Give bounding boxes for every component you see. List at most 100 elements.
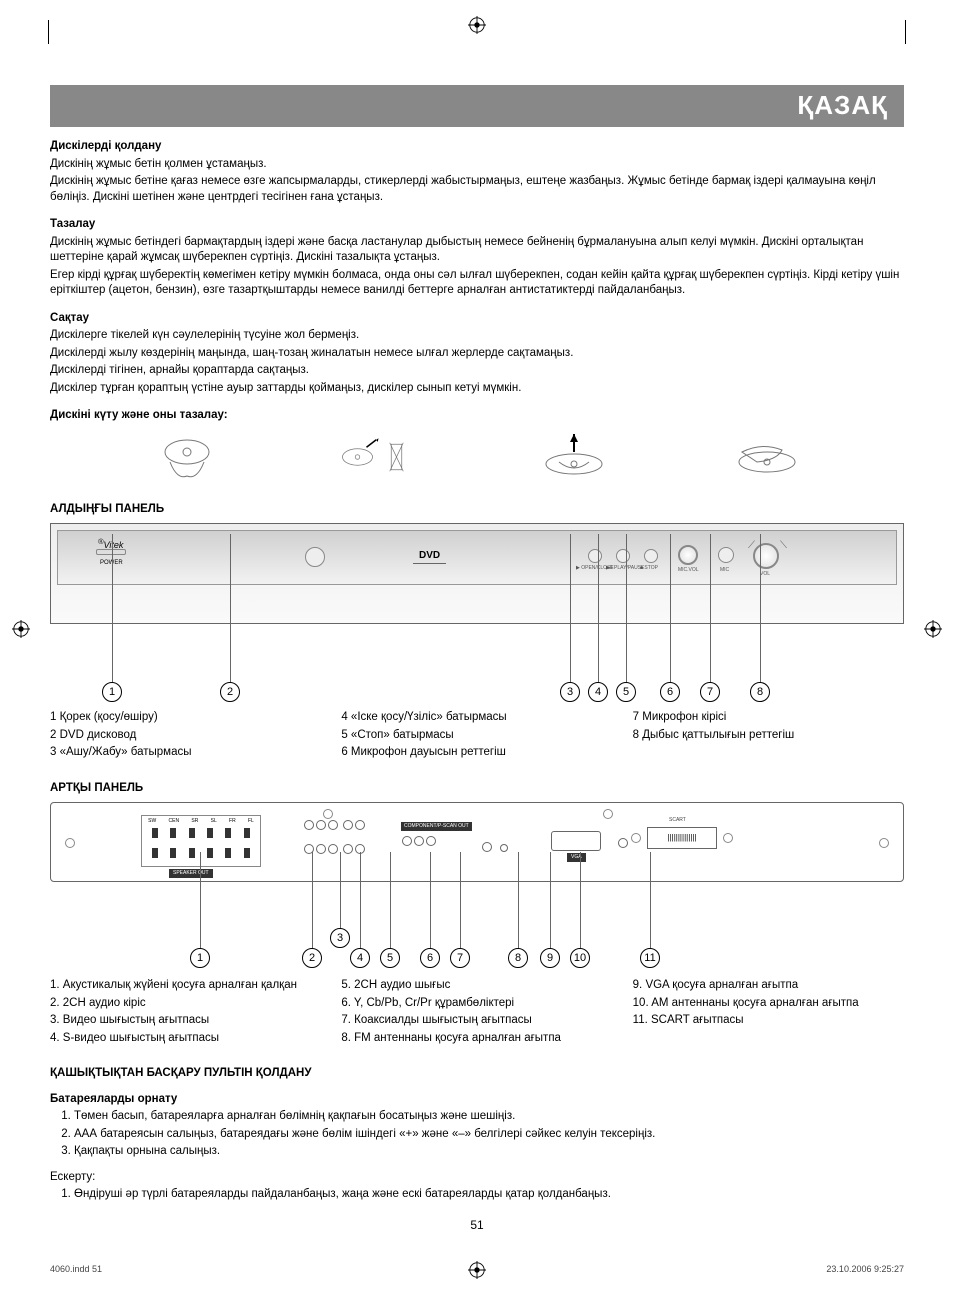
vga-port-icon bbox=[551, 831, 601, 851]
list-item: Қақпақты орнына салыңыз. bbox=[74, 1144, 904, 1160]
screw-icon bbox=[323, 809, 333, 819]
vol-label: VOL bbox=[760, 571, 770, 578]
battery-title: Батареяларды орнату bbox=[50, 1092, 904, 1108]
legend-item: 4. S-видео шығыстың ағытпасы bbox=[50, 1031, 321, 1047]
stop-label: ■ STOP bbox=[640, 565, 658, 572]
vga-label: VGA bbox=[567, 853, 586, 862]
callout-number: 4 bbox=[350, 948, 370, 968]
component-jacks: COMPONENT/P-SCAN OUT bbox=[401, 817, 472, 852]
callout-number: 1 bbox=[190, 948, 210, 968]
vol-knob-icon bbox=[753, 543, 779, 569]
register-mark-icon bbox=[468, 16, 486, 34]
legend-item: 9. VGA қосуға арналған ағытпа bbox=[633, 978, 904, 994]
mic-vol-label: MIC.VOL bbox=[678, 567, 699, 574]
note-list: Өндіруші әр түрлі батареяларды пайдаланб… bbox=[50, 1187, 904, 1203]
callout-number: 1 bbox=[102, 682, 122, 702]
list-item: Өндіруші әр түрлі батареяларды пайдаланб… bbox=[74, 1187, 904, 1203]
rear-panel-title: АРТҚЫ ПАНЕЛЬ bbox=[50, 781, 904, 797]
body-text: Дискінің жұмыс бетін қолмен ұстамаңыз. bbox=[50, 157, 904, 173]
front-panel-legend: 1 Қорек (қосу/өшіру) 2 DVD дисковод 3 «А… bbox=[50, 710, 904, 763]
legend-item: 11. SCART ағытпасы bbox=[633, 1013, 904, 1029]
am-jack bbox=[617, 837, 629, 855]
list-item: Төмен басып, батареяларға арналған бөлім… bbox=[74, 1109, 904, 1125]
footer-timestamp: 23.10.2006 9:25:27 bbox=[826, 1263, 904, 1275]
callout-number: 8 bbox=[750, 682, 770, 702]
callout-number: 7 bbox=[450, 948, 470, 968]
body-text: Дискілер тұрған қораптың үстіне ауыр зат… bbox=[50, 381, 904, 397]
callout-number: 7 bbox=[700, 682, 720, 702]
legend-item: 8. FM антеннаны қосуға арналған ағытпа bbox=[341, 1031, 612, 1047]
list-item: ААА батареясын салыңыз, батареядағы және… bbox=[74, 1127, 904, 1143]
body-text: Егер кірді құрғақ шүберектің көмегімен к… bbox=[50, 268, 904, 299]
callout-number: 5 bbox=[616, 682, 636, 702]
legend-item: 5 «Стоп» батырмасы bbox=[341, 728, 612, 744]
eject-button-icon bbox=[305, 547, 325, 567]
legend-item: 7. Коаксиалды шығыстың ағытпасы bbox=[341, 1013, 612, 1029]
rear-panel-callouts: 1 2 3 4 5 6 7 8 9 10 11 bbox=[50, 882, 904, 972]
front-panel-figure: ®Vitek POWER DVD ▶ OPEN/CLOSE ▶II PLAY/P… bbox=[50, 523, 904, 624]
battery-steps: Төмен басып, батареяларға арналған бөлім… bbox=[50, 1109, 904, 1160]
language-label: ҚАЗАҚ bbox=[797, 88, 888, 123]
legend-item: 8 Дыбыс қаттылығын реттегіш bbox=[633, 728, 904, 744]
tick-icon: ⟍ bbox=[780, 539, 787, 553]
footer-file: 4060.indd 51 bbox=[50, 1263, 102, 1275]
register-mark-icon bbox=[468, 1261, 486, 1279]
callout-number: 9 bbox=[540, 948, 560, 968]
body-text: Дискілерге тікелей күн сәулелерінің түсу… bbox=[50, 328, 904, 344]
legend-item: 2. 2CH аудио кіріс bbox=[50, 996, 321, 1012]
legend-item: 3 «Ашу/Жабу» батырмасы bbox=[50, 745, 321, 761]
callout-number: 4 bbox=[588, 682, 608, 702]
remote-title: ҚАШЫҚТЫҚТАН БАСҚАРУ ПУЛЬТІН ҚОЛДАНУ bbox=[50, 1066, 904, 1082]
disc-care-illustrations bbox=[90, 432, 864, 482]
speaker-out-label: SPEAKER OUT bbox=[169, 869, 213, 878]
callout-number: 6 bbox=[420, 948, 440, 968]
callout-number: 2 bbox=[220, 682, 240, 702]
no-pencil-icon bbox=[335, 432, 425, 482]
stop-button-icon bbox=[644, 549, 658, 563]
speaker-terminal-block: SWCENSRSLFRFL bbox=[141, 815, 261, 867]
legend-item: 5. 2CH аудио шығыс bbox=[341, 978, 612, 994]
screw-icon bbox=[723, 833, 733, 843]
note-label: Ескерту: bbox=[50, 1170, 904, 1186]
legend-item: 2 DVD дисковод bbox=[50, 728, 321, 744]
body-text: Дискінің жұмыс бетіне қағаз немесе өзге … bbox=[50, 174, 904, 205]
screw-icon bbox=[603, 809, 613, 819]
scart-label: SCART bbox=[669, 817, 686, 824]
open-close-button-icon bbox=[588, 549, 602, 563]
legend-item: 1. Акустикалық жүйені қосуға арналған қа… bbox=[50, 978, 321, 994]
callout-number: 6 bbox=[660, 682, 680, 702]
discs-usage-title: Дискілерді қолдану bbox=[50, 139, 904, 155]
rear-panel-figure: SWCENSRSLFRFL SPEAKER OUT COMPONENT/P-SC… bbox=[50, 802, 904, 882]
register-mark-icon bbox=[924, 620, 942, 638]
language-header: ҚАЗАҚ bbox=[50, 85, 904, 127]
body-text: Дискілерді жылу көздерінің маңында, шаң-… bbox=[50, 346, 904, 362]
coax-fm-jacks bbox=[481, 841, 509, 859]
callout-number: 3 bbox=[330, 928, 350, 948]
mic-jack-icon bbox=[718, 547, 734, 563]
screw-icon bbox=[879, 838, 889, 848]
scart-port-icon: |||||||||||||| bbox=[647, 827, 717, 849]
callout-number: 3 bbox=[560, 682, 580, 702]
front-panel-title: АЛДЫҢҒЫ ПАНЕЛЬ bbox=[50, 502, 904, 518]
cleaning-title: Тазалау bbox=[50, 217, 904, 233]
legend-item: 10. AM антеннаны қосуға арналған ағытпа bbox=[633, 996, 904, 1012]
tick-icon: ⟋ bbox=[748, 539, 755, 553]
wipe-cloth-icon bbox=[722, 432, 812, 482]
callout-number: 10 bbox=[570, 948, 590, 968]
front-panel-callouts: 1 2 3 4 5 6 7 8 bbox=[50, 624, 904, 704]
disc-care-title: Дискіні күту және оны тазалау: bbox=[50, 408, 904, 424]
page-number: 51 bbox=[50, 1217, 904, 1233]
legend-item: 3. Видео шығыстың ағытпасы bbox=[50, 1013, 321, 1029]
legend-item: 1 Қорек (қосу/өшіру) bbox=[50, 710, 321, 726]
screw-icon bbox=[65, 838, 75, 848]
legend-item: 7 Микрофон кірісі bbox=[633, 710, 904, 726]
callout-number: 2 bbox=[302, 948, 322, 968]
dvd-logo: DVD bbox=[413, 549, 446, 564]
mic-label: MIC bbox=[720, 567, 729, 574]
storage-title: Сақтау bbox=[50, 311, 904, 327]
callout-number: 11 bbox=[640, 948, 660, 968]
legend-item: 6. Y, Cb/Pb, Cr/Pr құрамбөліктері bbox=[341, 996, 612, 1012]
register-mark-icon bbox=[12, 620, 30, 638]
body-text: Дискінің жұмыс бетіндегі бармақтардың із… bbox=[50, 235, 904, 266]
legend-item: 6 Микрофон дауысын реттегіш bbox=[341, 745, 612, 761]
